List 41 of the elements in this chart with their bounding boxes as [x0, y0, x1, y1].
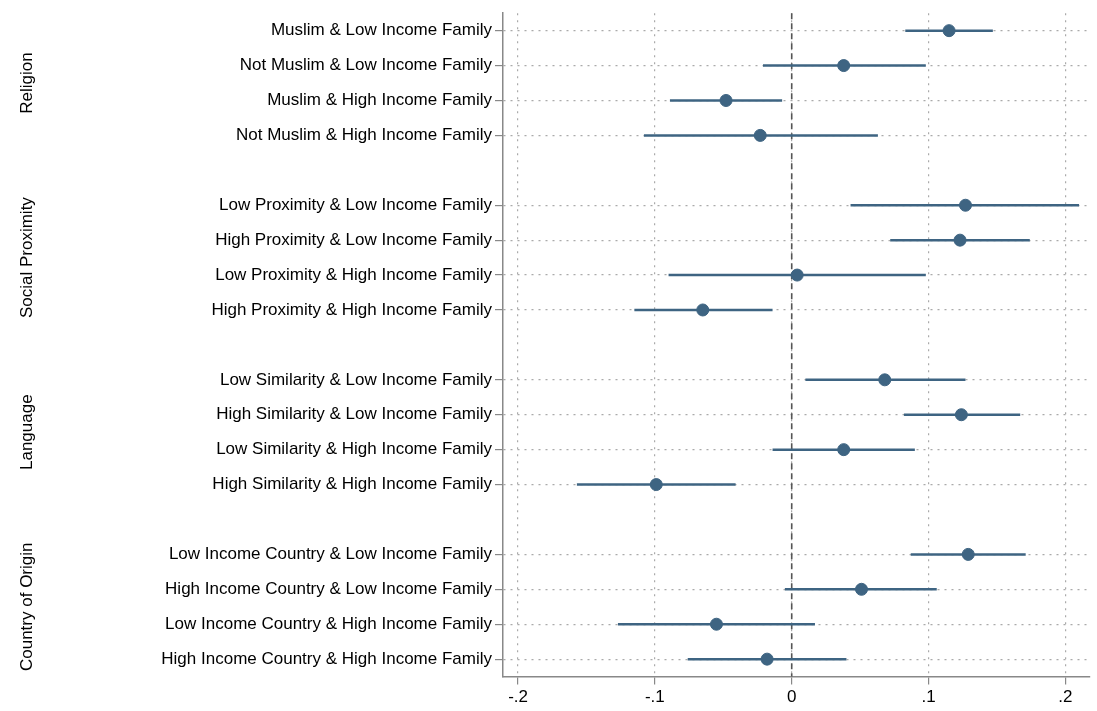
x-tick-label: .2 — [1058, 687, 1073, 707]
y-tick-label: High Proximity & Low Income Family — [215, 229, 493, 249]
y-tick-label: High Similarity & Low Income Family — [216, 404, 493, 424]
text: Social Proximity — [16, 196, 36, 319]
y-tick-label: High Similarity & High Income Family — [212, 474, 493, 494]
point — [760, 652, 774, 666]
point — [709, 617, 723, 631]
point — [942, 24, 956, 38]
point — [649, 478, 663, 492]
y-tick-label: Low Similarity & Low Income Family — [219, 369, 493, 389]
y-tick-label: Muslim & Low Income Family — [270, 20, 493, 40]
x-tick-label: 0 — [786, 687, 797, 707]
y-tick-label: High Income Country & Low Income Family — [165, 579, 493, 598]
text: Religion — [16, 52, 36, 114]
text: Country of Origin — [16, 542, 36, 672]
y-tick-label: Not Muslim & High Income Family — [235, 125, 493, 145]
text: Language — [16, 394, 36, 471]
y-tick-label: Low Proximity & Low Income Family — [218, 194, 493, 214]
point — [954, 408, 968, 422]
y-tick-label: Muslim & High Income Family — [267, 90, 493, 110]
point — [953, 233, 967, 247]
y-tick-label: High Proximity & High Income Family — [211, 299, 493, 319]
point — [837, 443, 851, 457]
y-tick-label: Low Income Country & Low Income Family — [168, 544, 493, 564]
x-tick-label: -.1 — [644, 687, 665, 707]
point — [719, 93, 733, 107]
point — [790, 268, 804, 282]
point — [753, 128, 767, 142]
x-tick-label: .1 — [921, 687, 936, 707]
point — [837, 59, 851, 73]
point — [854, 582, 868, 596]
y-tick-label: Not Muslim & Low Income Family — [239, 55, 493, 75]
point — [878, 373, 892, 387]
y-tick-label: High Income Country & High Income Family — [161, 648, 493, 668]
y-tick-label: Low Proximity & High Income Family — [215, 264, 493, 284]
point — [958, 198, 972, 212]
y-tick-label: Low Similarity & High Income Family — [216, 439, 493, 459]
x-tick-label: -.2 — [508, 687, 528, 707]
y-tick-label: Low Income Country & High Income Family — [165, 613, 493, 633]
point — [696, 303, 710, 317]
point — [961, 547, 975, 561]
